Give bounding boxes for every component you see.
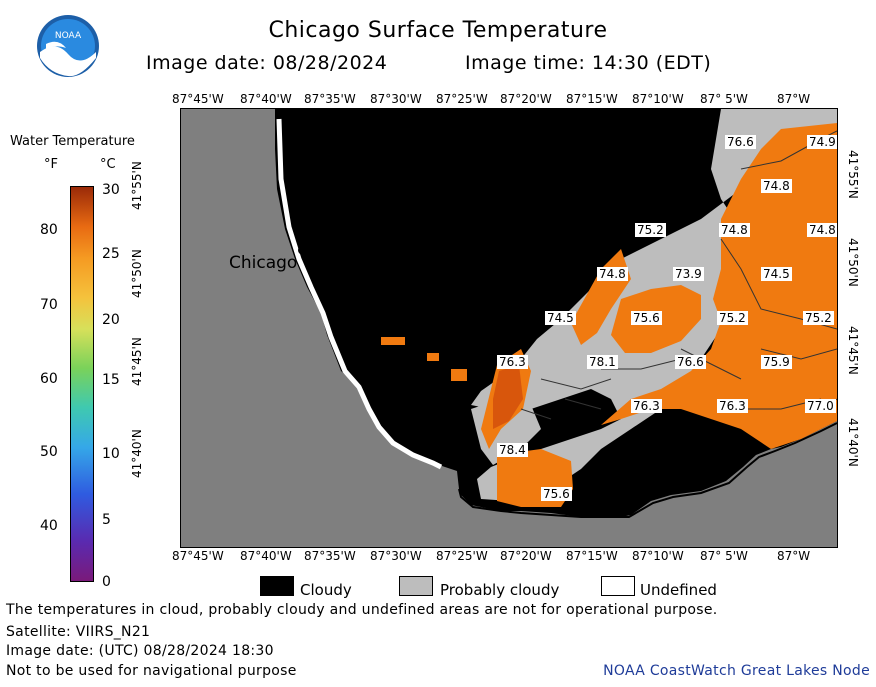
noaa-logo: NOAA	[36, 14, 100, 78]
colorbar-c-tick: 0	[102, 574, 111, 590]
key-cloudy-swatch	[260, 576, 294, 596]
lon-label-top: 87°35'W	[304, 92, 356, 106]
image-time: Image time: 14:30 (EDT)	[465, 52, 712, 74]
temperature-label: 76.3	[717, 399, 748, 413]
lon-label-top: 87°30'W	[370, 92, 422, 106]
temperature-label: 74.8	[597, 267, 628, 281]
lon-label-top: 87°25'W	[436, 92, 488, 106]
lat-label-left: 41°45'N	[130, 337, 144, 386]
lat-label-left: 41°55'N	[130, 161, 144, 210]
warm-water-blobs	[381, 337, 467, 381]
footer-nav: Not to be used for navigational purpose	[6, 663, 297, 679]
lon-label-bottom: 87°25'W	[436, 549, 488, 563]
legend-unit-c: °C	[100, 157, 116, 172]
colorbar-f-tick: 60	[40, 371, 58, 387]
temperature-label: 74.5	[545, 311, 576, 325]
temperature-label: 74.8	[719, 223, 750, 237]
colorbar-c-tick: 10	[102, 446, 120, 462]
undefined-shore	[276, 118, 443, 470]
lon-label-bottom: 87°40'W	[240, 549, 292, 563]
lon-label-bottom: 87°35'W	[304, 549, 356, 563]
footer-satellite: Satellite: VIIRS_N21	[6, 624, 151, 640]
colorbar-c-tick: 30	[102, 182, 120, 198]
lon-label-top: 87° 5'W	[700, 92, 748, 106]
temperature-label: 74.5	[761, 267, 792, 281]
lat-label-left: 41°40'N	[130, 429, 144, 478]
temperature-label: 77.0	[805, 399, 836, 413]
map-frame: 76.6 74.9 74.8 75.2 74.8 74.8 74.8 73.9 74.5 74.5…	[180, 108, 838, 548]
temperature-label: 75.2	[717, 311, 748, 325]
footer-note: The temperatures in cloud, probably clou…	[6, 602, 718, 618]
lon-label-top: 87°40'W	[240, 92, 292, 106]
lat-label-right: 41°55'N	[846, 150, 860, 199]
temperature-label: 78.1	[587, 355, 618, 369]
city-label: Chicago	[229, 253, 298, 273]
hot-water-pocket	[493, 365, 523, 429]
legend-title: Water Temperature	[10, 134, 135, 149]
temperature-label: 76.3	[631, 399, 662, 413]
temperature-label: 78.4	[497, 443, 528, 457]
temperature-label: 76.6	[675, 355, 706, 369]
lat-label-right: 41°50'N	[846, 238, 860, 287]
lon-label-bottom: 87°30'W	[370, 549, 422, 563]
temperature-label: 75.6	[541, 487, 572, 501]
temperature-label: 76.3	[497, 355, 528, 369]
colorbar-f-tick: 50	[40, 444, 58, 460]
lon-label-top: 87°W	[777, 92, 811, 106]
colorbar-f-tick: 80	[40, 222, 58, 238]
lon-label-bottom: 87°45'W	[172, 549, 224, 563]
lon-label-top: 87°15'W	[566, 92, 618, 106]
lon-label-top: 87°45'W	[172, 92, 224, 106]
lon-label-bottom: 87° 5'W	[700, 549, 748, 563]
colorbar-c-tick: 15	[102, 372, 120, 388]
image-date: Image date: 08/28/2024	[146, 52, 388, 74]
color-bar	[70, 186, 94, 582]
footer-credit: NOAA CoastWatch Great Lakes Node	[603, 663, 870, 679]
lat-label-right: 41°40'N	[846, 418, 860, 467]
temperature-label: 75.2	[803, 311, 834, 325]
key-undefined-swatch	[601, 576, 635, 596]
footer-utc: Image date: (UTC) 08/28/2024 18:30	[6, 643, 274, 659]
key-probably-cloudy-label: Probably cloudy	[440, 581, 560, 599]
lon-label-top: 87°20'W	[500, 92, 552, 106]
page-title: Chicago Surface Temperature	[268, 18, 608, 43]
noaa-logo-icon: NOAA	[37, 15, 99, 77]
colorbar-c-tick: 20	[102, 312, 120, 328]
lon-label-bottom: 87°10'W	[632, 549, 684, 563]
chicago-marker	[298, 245, 308, 255]
temperature-label: 74.8	[807, 223, 837, 237]
lon-label-top: 87°10'W	[632, 92, 684, 106]
temperature-label: 75.6	[631, 311, 662, 325]
temperature-label: 74.9	[807, 135, 837, 149]
key-cloudy-label: Cloudy	[300, 581, 352, 599]
lat-label-left: 41°50'N	[130, 249, 144, 298]
colorbar-f-tick: 40	[40, 518, 58, 534]
svg-text:NOAA: NOAA	[55, 31, 82, 41]
lon-label-bottom: 87°W	[777, 549, 811, 563]
map-svg	[181, 109, 837, 547]
legend-unit-f: °F	[44, 157, 58, 172]
temperature-label: 76.6	[725, 135, 756, 149]
temperature-label: 75.2	[635, 223, 666, 237]
lon-label-bottom: 87°20'W	[500, 549, 552, 563]
lat-label-right: 41°45'N	[846, 326, 860, 375]
key-probably-cloudy-swatch	[399, 576, 433, 596]
colorbar-f-tick: 70	[40, 297, 58, 313]
temperature-label: 74.8	[761, 179, 792, 193]
temperature-label: 75.9	[761, 355, 792, 369]
colorbar-c-tick: 25	[102, 246, 120, 262]
key-undefined-label: Undefined	[640, 581, 717, 599]
colorbar-c-tick: 5	[102, 512, 111, 528]
temperature-label: 73.9	[673, 267, 704, 281]
lon-label-bottom: 87°15'W	[566, 549, 618, 563]
shore-line	[458, 422, 837, 518]
